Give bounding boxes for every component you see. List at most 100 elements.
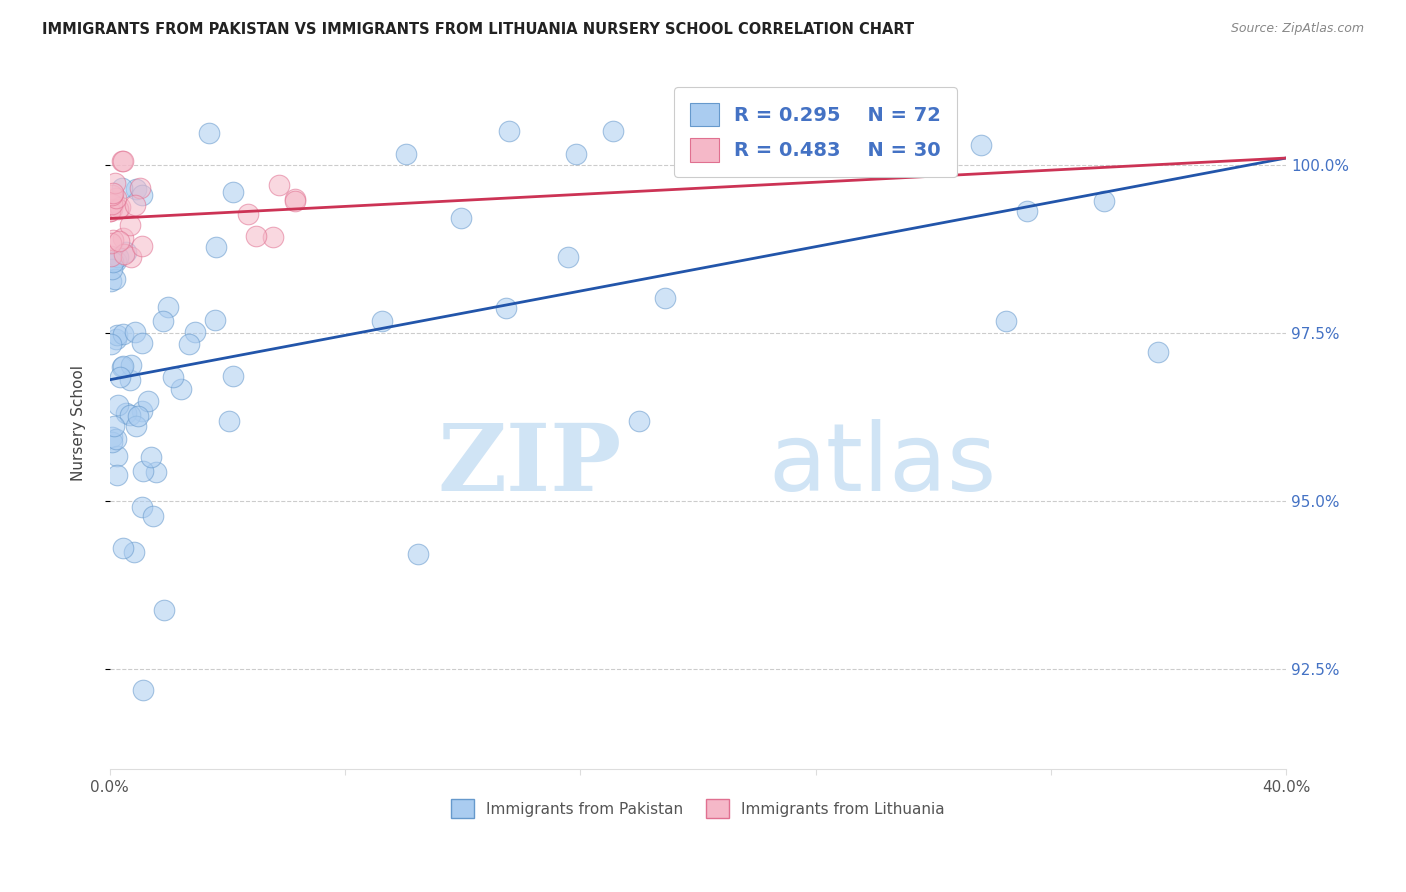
Point — [111, 181, 134, 195]
Point — [107, 202, 129, 217]
Point — [103, 186, 125, 201]
Point — [101, 202, 124, 217]
Point — [142, 509, 165, 524]
Point — [110, 201, 132, 215]
Point — [101, 233, 124, 247]
Point — [162, 369, 184, 384]
Point — [111, 154, 134, 169]
Text: Source: ZipAtlas.com: Source: ZipAtlas.com — [1230, 22, 1364, 36]
Point — [107, 250, 129, 264]
Point — [994, 314, 1017, 328]
Point — [139, 450, 162, 464]
Point — [111, 359, 134, 374]
Point — [131, 500, 153, 515]
Point — [204, 313, 226, 327]
Point — [1017, 204, 1039, 219]
Point — [112, 541, 135, 556]
Point — [115, 406, 138, 420]
Point — [103, 195, 125, 210]
Point — [198, 126, 221, 140]
Point — [495, 301, 517, 315]
Point — [120, 409, 142, 423]
Point — [127, 409, 149, 423]
Point — [98, 203, 121, 218]
Point — [112, 231, 135, 245]
Point — [101, 197, 124, 211]
Point — [131, 404, 153, 418]
Point — [557, 250, 579, 264]
Point — [111, 359, 134, 373]
Point — [222, 186, 245, 200]
Point — [1092, 194, 1115, 209]
Y-axis label: Nursery School: Nursery School — [72, 366, 86, 482]
Point — [780, 153, 803, 168]
Point — [395, 147, 418, 161]
Point — [120, 358, 142, 372]
Point — [118, 373, 141, 387]
Point — [124, 198, 146, 212]
Point — [183, 325, 205, 339]
Point — [131, 188, 153, 202]
Point — [104, 176, 127, 190]
Point — [105, 468, 128, 483]
Point — [170, 382, 193, 396]
Point — [245, 228, 267, 243]
Point — [125, 182, 148, 196]
Point — [1146, 344, 1168, 359]
Point — [100, 187, 122, 202]
Point — [157, 300, 180, 314]
Point — [132, 464, 155, 478]
Point — [131, 239, 153, 253]
Point — [101, 430, 124, 444]
Point — [105, 432, 128, 446]
Point — [262, 230, 284, 244]
Point — [103, 255, 125, 269]
Point — [218, 414, 240, 428]
Point — [105, 327, 128, 342]
Point — [179, 336, 201, 351]
Point — [125, 418, 148, 433]
Point — [100, 236, 122, 251]
Point — [104, 332, 127, 346]
Point — [108, 234, 131, 248]
Point — [131, 335, 153, 350]
Point — [100, 435, 122, 450]
Legend: Immigrants from Pakistan, Immigrants from Lithuania: Immigrants from Pakistan, Immigrants fro… — [444, 793, 950, 824]
Point — [112, 247, 135, 261]
Point — [450, 211, 472, 225]
Point — [236, 207, 259, 221]
Point — [205, 240, 228, 254]
Point — [118, 218, 141, 232]
Point — [104, 272, 127, 286]
Point — [371, 314, 394, 328]
Point — [98, 204, 121, 219]
Point — [124, 325, 146, 339]
Point — [105, 450, 128, 464]
Point — [269, 178, 291, 192]
Point — [129, 181, 152, 195]
Point — [120, 250, 142, 264]
Point — [100, 249, 122, 263]
Point — [153, 603, 176, 617]
Point — [222, 369, 245, 384]
Point — [111, 326, 134, 341]
Point — [284, 192, 307, 206]
Point — [565, 146, 588, 161]
Point — [406, 547, 429, 561]
Point — [111, 153, 134, 168]
Point — [970, 137, 993, 152]
Point — [107, 398, 129, 412]
Point — [122, 545, 145, 559]
Point — [101, 261, 124, 276]
Point — [115, 244, 138, 259]
Point — [104, 191, 127, 205]
Text: atlas: atlas — [769, 419, 997, 511]
Point — [654, 291, 676, 305]
Point — [136, 393, 159, 408]
Point — [145, 466, 167, 480]
Point — [104, 253, 127, 268]
Text: ZIP: ZIP — [437, 420, 621, 510]
Text: IMMIGRANTS FROM PAKISTAN VS IMMIGRANTS FROM LITHUANIA NURSERY SCHOOL CORRELATION: IMMIGRANTS FROM PAKISTAN VS IMMIGRANTS F… — [42, 22, 914, 37]
Point — [100, 336, 122, 351]
Point — [284, 194, 307, 208]
